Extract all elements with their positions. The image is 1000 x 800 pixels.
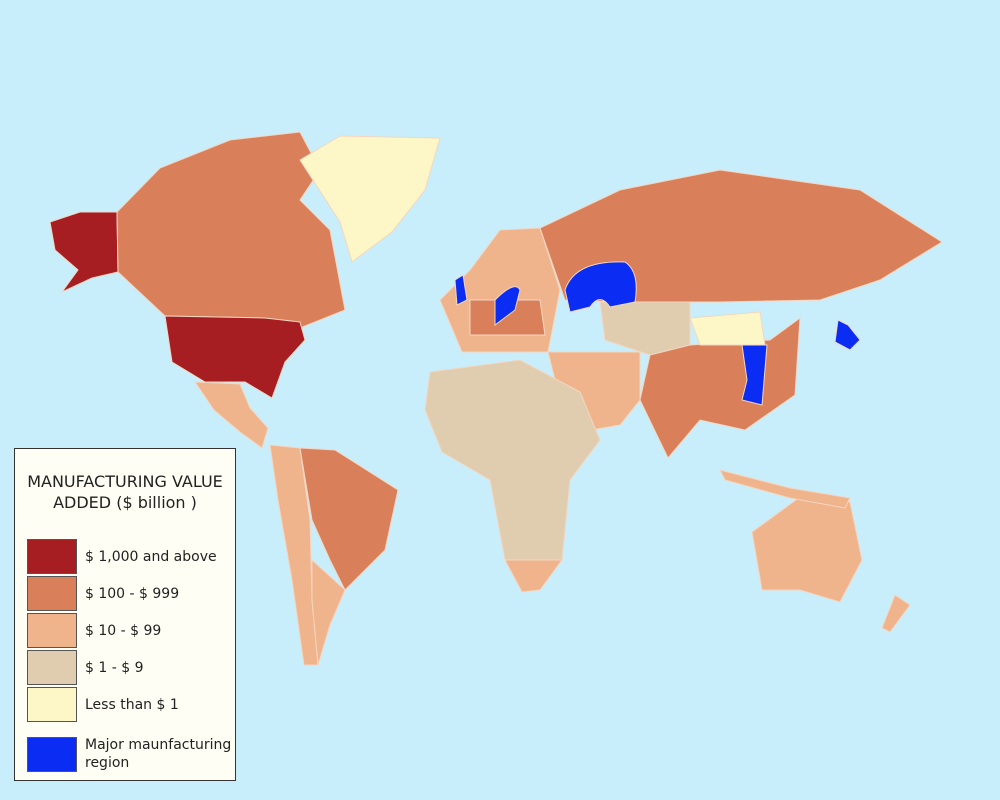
legend-swatch bbox=[27, 613, 77, 648]
legend-swatch bbox=[27, 736, 77, 772]
australia bbox=[751, 496, 863, 603]
legend-label: $ 100 - $ 999 bbox=[85, 585, 180, 602]
usa bbox=[164, 315, 306, 399]
indonesia bbox=[719, 469, 851, 509]
legend-label: $ 10 - $ 99 bbox=[85, 622, 162, 639]
legend-item: Major maunfacturing region bbox=[27, 736, 235, 772]
russia bbox=[539, 169, 943, 303]
region-europe bbox=[494, 286, 521, 326]
central-asia bbox=[599, 301, 691, 356]
legend-swatch bbox=[27, 687, 77, 722]
africa bbox=[424, 359, 601, 593]
alaska bbox=[49, 211, 119, 294]
legend-label: $ 1,000 and above bbox=[85, 548, 217, 565]
mexico bbox=[194, 381, 269, 449]
legend-swatch bbox=[27, 539, 77, 574]
legend-label: $ 1 - $ 9 bbox=[85, 659, 144, 676]
legend-item: $ 100 - $ 999 bbox=[27, 576, 235, 611]
south-africa bbox=[504, 559, 563, 593]
new-zealand bbox=[881, 594, 911, 633]
legend-item: Less than $ 1 bbox=[27, 687, 235, 722]
region-japan bbox=[834, 319, 861, 351]
legend-item: $ 1,000 and above bbox=[27, 539, 235, 574]
legend-label: Major maunfacturing region bbox=[85, 737, 232, 771]
mongolia bbox=[689, 311, 766, 346]
legend-swatch bbox=[27, 576, 77, 611]
brazil bbox=[299, 447, 399, 591]
legend-item: $ 1 - $ 9 bbox=[27, 650, 235, 685]
legend-label: Less than $ 1 bbox=[85, 696, 179, 713]
legend-swatch bbox=[27, 650, 77, 685]
legend-item: $ 10 - $ 99 bbox=[27, 613, 235, 648]
region-russia bbox=[564, 261, 637, 313]
region-china bbox=[741, 344, 768, 406]
legend-title: MANUFACTURING VALUE ADDED ($ billion ) bbox=[27, 472, 223, 512]
legend: MANUFACTURING VALUE ADDED ($ billion ) $… bbox=[14, 448, 236, 781]
region-uk bbox=[454, 274, 468, 306]
greenland bbox=[299, 135, 441, 263]
argentina bbox=[311, 558, 346, 666]
